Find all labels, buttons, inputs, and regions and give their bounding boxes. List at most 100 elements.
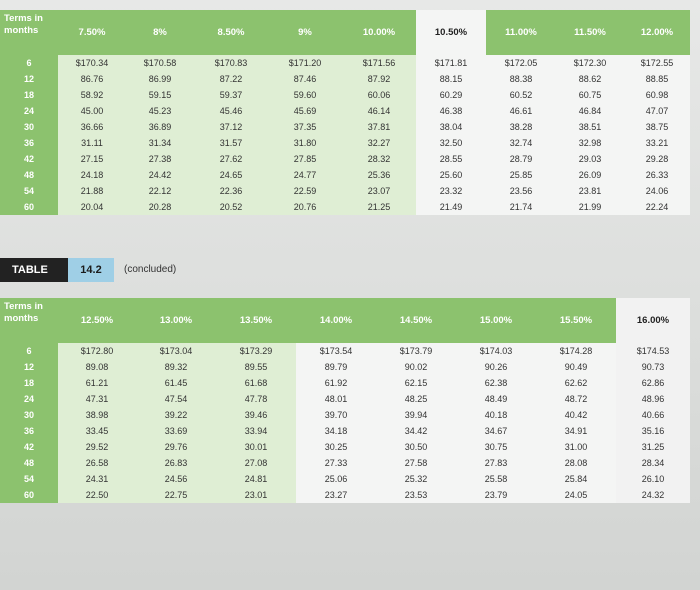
term-cell: 30 <box>0 407 58 423</box>
table-row: 60 22.50 22.75 23.01 23.27 23.53 23.79 24.05 24.… <box>0 487 690 503</box>
payment-cell: 89.08 <box>58 359 136 375</box>
payment-cell: 39.70 <box>296 407 376 423</box>
payment-cell: 45.46 <box>194 103 268 119</box>
payment-cell: 25.32 <box>376 471 456 487</box>
table-row: 54 24.31 24.56 24.81 25.06 25.32 25.58 25.84 26.… <box>0 471 690 487</box>
payment-cell: 23.81 <box>556 183 624 199</box>
table-row: 30 38.98 39.22 39.46 39.70 39.94 40.18 40.42 40.… <box>0 407 690 423</box>
terms-header: Terms in months <box>0 298 58 343</box>
table-row: 48 26.58 26.83 27.08 27.33 27.58 27.83 28.08 28.… <box>0 455 690 471</box>
payment-cell: $172.05 <box>486 55 556 71</box>
payment-cell: 87.22 <box>194 71 268 87</box>
payment-cell: $174.03 <box>456 343 536 359</box>
term-cell: 36 <box>0 135 58 151</box>
payment-cell: 27.83 <box>456 455 536 471</box>
payment-cell: 26.10 <box>616 471 690 487</box>
payment-cell: 59.37 <box>194 87 268 103</box>
term-cell: 54 <box>0 471 58 487</box>
payment-cell: 26.33 <box>624 167 690 183</box>
payment-cell: 86.99 <box>126 71 194 87</box>
payment-cell: 31.80 <box>268 135 342 151</box>
payment-cell: $173.29 <box>216 343 296 359</box>
payment-cell: $170.58 <box>126 55 194 71</box>
term-cell: 18 <box>0 87 58 103</box>
table-body-bottom: 6 $172.80 $173.04 $173.29 $173.54 $173.79 $174… <box>0 343 690 503</box>
payment-cell: 59.15 <box>126 87 194 103</box>
payment-cell: $171.81 <box>416 55 486 71</box>
table-caption: TABLE 14.2 (concluded) <box>0 258 690 282</box>
rate-header: 8.50% <box>194 10 268 55</box>
payment-cell: 89.79 <box>296 359 376 375</box>
rate-header: 13.00% <box>136 298 216 343</box>
payment-cell: 24.81 <box>216 471 296 487</box>
term-cell: 30 <box>0 119 58 135</box>
payment-cell: 21.88 <box>58 183 126 199</box>
term-cell: 24 <box>0 391 58 407</box>
payment-cell: 29.76 <box>136 439 216 455</box>
payment-cell: 60.29 <box>416 87 486 103</box>
payment-cell: $172.55 <box>624 55 690 71</box>
table-label: TABLE <box>0 258 68 282</box>
table-row: 24 45.00 45.23 45.46 45.69 46.14 46.38 46.61 46.… <box>0 103 690 119</box>
table-row: 6 $170.34 $170.58 $170.83 $171.20 $171.56 $171… <box>0 55 690 71</box>
payment-cell: $174.28 <box>536 343 616 359</box>
term-cell: 54 <box>0 183 58 199</box>
payment-cell: 48.72 <box>536 391 616 407</box>
payment-cell: 61.92 <box>296 375 376 391</box>
payment-cell: 61.21 <box>58 375 136 391</box>
payment-cell: 45.00 <box>58 103 126 119</box>
payment-cell: 33.45 <box>58 423 136 439</box>
table-row: 18 58.92 59.15 59.37 59.60 60.06 60.29 60.52 60.… <box>0 87 690 103</box>
rate-header: 8% <box>126 10 194 55</box>
payment-cell: $173.04 <box>136 343 216 359</box>
terms-header: Terms in months <box>0 10 58 55</box>
payment-cell: 27.62 <box>194 151 268 167</box>
payment-cell: 38.28 <box>486 119 556 135</box>
payment-cell: 23.32 <box>416 183 486 199</box>
payment-cell: 23.07 <box>342 183 416 199</box>
payment-cell: 27.38 <box>126 151 194 167</box>
header-row: Terms in months 7.50% 8% 8.50% 9% 10.00%… <box>0 10 690 55</box>
payment-cell: 25.60 <box>416 167 486 183</box>
payment-cell: 61.68 <box>216 375 296 391</box>
payment-cell: 37.81 <box>342 119 416 135</box>
term-cell: 48 <box>0 167 58 183</box>
payment-cell: 23.56 <box>486 183 556 199</box>
payment-cell: 48.49 <box>456 391 536 407</box>
payment-cell: 48.25 <box>376 391 456 407</box>
payment-cell: $174.53 <box>616 343 690 359</box>
table-row: 24 47.31 47.54 47.78 48.01 48.25 48.49 48.72 48.… <box>0 391 690 407</box>
payment-cell: 37.35 <box>268 119 342 135</box>
payment-cell: 34.42 <box>376 423 456 439</box>
payment-cell: 88.38 <box>486 71 556 87</box>
payment-cell: 29.28 <box>624 151 690 167</box>
payment-cell: 36.66 <box>58 119 126 135</box>
term-cell: 42 <box>0 151 58 167</box>
table-row: 12 89.08 89.32 89.55 89.79 90.02 90.26 90.49 90.… <box>0 359 690 375</box>
payment-cell: 38.51 <box>556 119 624 135</box>
payment-cell: 29.52 <box>58 439 136 455</box>
payment-cell: 88.15 <box>416 71 486 87</box>
payment-cell: 24.18 <box>58 167 126 183</box>
payment-cell: 28.55 <box>416 151 486 167</box>
table-row: 54 21.88 22.12 22.36 22.59 23.07 23.32 23.56 23.… <box>0 183 690 199</box>
payment-cell: 21.25 <box>342 199 416 215</box>
rate-header: 13.50% <box>216 298 296 343</box>
payment-cell: 47.31 <box>58 391 136 407</box>
term-cell: 12 <box>0 359 58 375</box>
term-cell: 36 <box>0 423 58 439</box>
payment-cell: 34.18 <box>296 423 376 439</box>
table-row: 60 20.04 20.28 20.52 20.76 21.25 21.49 21.74 21.… <box>0 199 690 215</box>
payment-cell: 60.98 <box>624 87 690 103</box>
payment-cell: 24.56 <box>136 471 216 487</box>
payment-cell: 22.75 <box>136 487 216 503</box>
payment-cell: 31.11 <box>58 135 126 151</box>
payment-cell: 90.26 <box>456 359 536 375</box>
payment-cell: 29.03 <box>556 151 624 167</box>
payment-cell: 62.62 <box>536 375 616 391</box>
table-row: 18 61.21 61.45 61.68 61.92 62.15 62.38 62.62 62.… <box>0 375 690 391</box>
payment-cell: 40.42 <box>536 407 616 423</box>
payment-cell: 47.78 <box>216 391 296 407</box>
payment-cell: 90.02 <box>376 359 456 375</box>
